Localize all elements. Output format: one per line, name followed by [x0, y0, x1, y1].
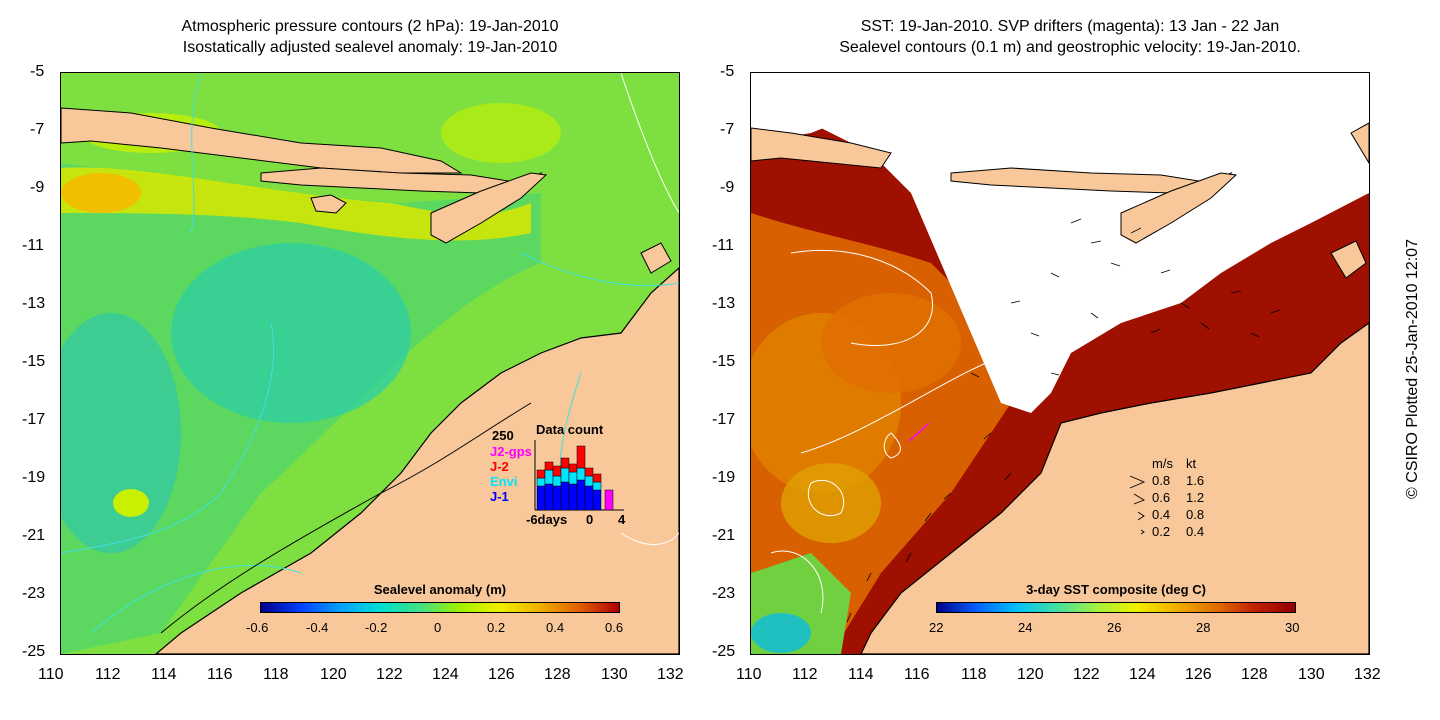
right-lat-tick: -21 [712, 527, 736, 544]
histogram-bars [536, 445, 614, 511]
left-lat-tick: -11 [22, 237, 44, 254]
left-lat-tick: -9 [30, 179, 45, 196]
velocity-row-ms: 0.2 [1152, 524, 1171, 539]
right-colorbar [936, 602, 1296, 613]
mission-j1: J-1 [490, 489, 509, 504]
right-lat-tick: -5 [720, 63, 735, 80]
right-lon-tick: 118 [961, 666, 987, 683]
left-lat-tick: -5 [30, 63, 45, 80]
geostrophic-velocity-arrows [846, 218, 1281, 623]
copyright-credit: © CSIRO Plotted 25-Jan-2010 12:07 [1404, 239, 1421, 499]
right-map [750, 72, 1370, 655]
right-lat-tick: -9 [720, 179, 735, 196]
left-lat-tick: -17 [22, 411, 46, 428]
right-lon-tick: 114 [848, 666, 874, 683]
velocity-legend-arrows [1129, 475, 1146, 535]
left-lon-tick: 120 [320, 666, 347, 683]
velocity-legend-kt-header: kt [1186, 456, 1197, 471]
left-lon-tick: 110 [38, 666, 64, 683]
right-cb-tick: 24 [1018, 620, 1033, 635]
data-count-histogram [534, 440, 624, 511]
velocity-legend-ms-header: m/s [1152, 456, 1173, 471]
right-lon-tick: 112 [792, 666, 818, 683]
left-colorbar-title: Sealevel anomaly (m) [373, 582, 507, 597]
left-lon-tick: 128 [544, 666, 571, 683]
svp-drifter-track [908, 422, 930, 442]
mission-envi: Envi [490, 474, 518, 489]
data-count-inset: Data count 250 J2-gps J-2 Envi J-1 [488, 418, 638, 528]
left-lon-tick: 112 [95, 666, 121, 683]
histogram-tick-end: 4 [618, 512, 626, 527]
right-cb-tick: 22 [929, 620, 944, 635]
sst-map [751, 73, 1369, 654]
left-lon-tick: 118 [263, 666, 289, 683]
right-lon-tick: 116 [904, 666, 930, 683]
left-cb-tick: 0.6 [605, 620, 624, 635]
velocity-row-kt: 0.8 [1186, 507, 1205, 522]
sealevel-anomaly-map [61, 73, 679, 654]
left-lat-tick: -21 [22, 527, 46, 544]
mission-j2: J-2 [490, 459, 509, 474]
left-cb-tick: 0 [434, 620, 442, 635]
right-lat-tick: -25 [712, 643, 736, 660]
right-cb-tick: 26 [1107, 620, 1122, 635]
right-lon-tick: 124 [1129, 666, 1156, 683]
data-count-title: Data count [536, 422, 604, 437]
histogram-tick-start: -6days [526, 512, 568, 527]
histogram-tick-zero: 0 [586, 512, 594, 527]
mission-j2gps: J2-gps [490, 444, 532, 459]
right-lat-tick: -11 [712, 237, 734, 254]
right-lon-tick: 120 [1017, 666, 1044, 683]
right-lon-tick: 130 [1298, 666, 1325, 683]
data-count-ymax: 250 [492, 428, 514, 443]
velocity-row-kt: 1.6 [1186, 473, 1205, 488]
left-lat-tick: -25 [22, 643, 46, 660]
left-panel-title: Atmospheric pressure contours (2 hPa): 1… [60, 16, 680, 58]
right-lat-tick: -13 [712, 295, 736, 312]
velocity-legend: m/s kt 0.8 1.6 0.6 1.2 0.4 0.8 0.2 0.4 [1126, 456, 1226, 542]
velocity-row-ms: 0.6 [1152, 490, 1171, 505]
left-lat-tick: -19 [22, 469, 46, 486]
left-lat-tick: -13 [22, 295, 46, 312]
right-lon-tick: 122 [1073, 666, 1100, 683]
left-lon-tick: 114 [151, 666, 177, 683]
velocity-row-ms: 0.8 [1152, 473, 1171, 488]
right-lon-tick: 132 [1354, 666, 1381, 683]
right-lon-tick: 126 [1185, 666, 1212, 683]
velocity-row-kt: 0.4 [1186, 524, 1205, 539]
right-title-line2: Sealevel contours (0.1 m) and geostrophi… [839, 39, 1301, 56]
left-lon-tick: 124 [432, 666, 459, 683]
left-lat-tick: -15 [22, 353, 46, 370]
velocity-row-ms: 0.4 [1152, 507, 1171, 522]
left-lat-tick: -23 [22, 585, 46, 602]
right-title-line1: SST: 19-Jan-2010. SVP drifters (magenta)… [860, 18, 1280, 35]
right-cb-tick: 30 [1285, 620, 1300, 635]
right-cb-tick: 28 [1196, 620, 1211, 635]
left-colorbar [260, 602, 620, 613]
left-cb-tick: -0.6 [246, 620, 269, 635]
right-lon-tick: 128 [1241, 666, 1268, 683]
left-cb-tick: 0.4 [546, 620, 565, 635]
left-map [60, 72, 680, 655]
left-lon-tick: 116 [207, 666, 233, 683]
left-lon-tick: 132 [657, 666, 684, 683]
right-lat-tick: -15 [712, 353, 736, 370]
left-cb-tick: -0.4 [306, 620, 329, 635]
velocity-row-kt: 1.2 [1186, 490, 1205, 505]
right-panel-title: SST: 19-Jan-2010. SVP drifters (magenta)… [730, 16, 1410, 58]
left-lon-tick: 130 [601, 666, 628, 683]
left-lon-tick: 126 [488, 666, 515, 683]
left-cb-tick: 0.2 [487, 620, 506, 635]
right-lat-tick: -7 [720, 121, 735, 138]
left-lat-tick: -7 [30, 121, 45, 138]
left-title-line1: Atmospheric pressure contours (2 hPa): 1… [181, 18, 559, 35]
left-lon-tick: 122 [376, 666, 403, 683]
right-colorbar-title: 3-day SST composite (deg C) [1026, 582, 1206, 597]
right-lat-tick: -23 [712, 585, 736, 602]
right-lat-tick: -17 [712, 411, 736, 428]
right-lat-tick: -19 [712, 469, 736, 486]
left-title-line2: Isostatically adjusted sealevel anomaly:… [182, 39, 558, 56]
left-cb-tick: -0.2 [365, 620, 388, 635]
right-lon-tick: 110 [736, 666, 762, 683]
